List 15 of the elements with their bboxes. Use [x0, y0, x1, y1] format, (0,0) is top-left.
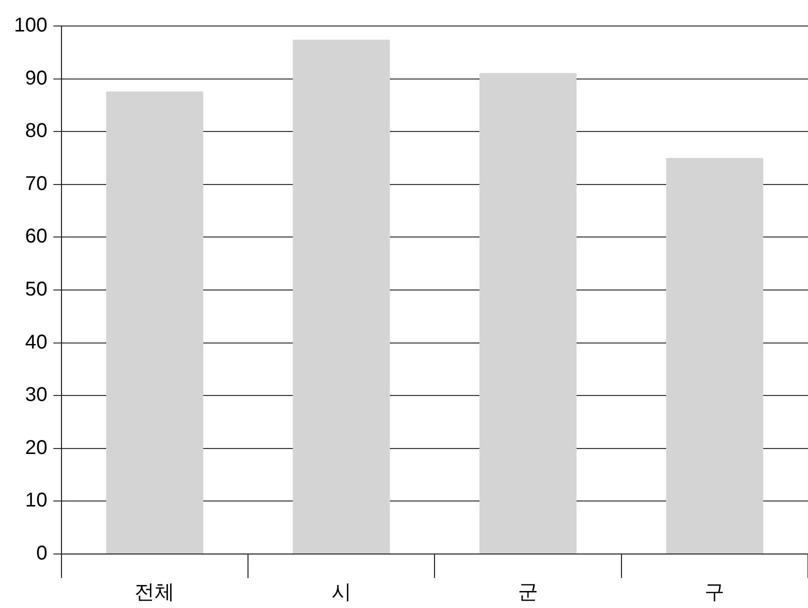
y-tick-label: 80	[25, 120, 48, 142]
y-tick-label: 50	[25, 278, 48, 301]
y-tick-label: 90	[25, 67, 48, 90]
x-tick-label: 구	[704, 582, 725, 604]
y-tick-label: 20	[25, 436, 48, 459]
y-tick-label: 0	[36, 542, 48, 565]
y-tick-label: 70	[25, 172, 48, 195]
y-tick-label: 10	[25, 490, 48, 512]
y-tick-label: 40	[25, 331, 48, 354]
y-tick-label: 100	[14, 14, 48, 37]
x-tick-label: 군	[518, 582, 538, 604]
x-tick-label: 전체	[134, 582, 175, 604]
x-tick-label: 시	[331, 582, 352, 604]
y-tick-label: 60	[25, 226, 48, 248]
y-tick-label: 30	[25, 384, 48, 406]
